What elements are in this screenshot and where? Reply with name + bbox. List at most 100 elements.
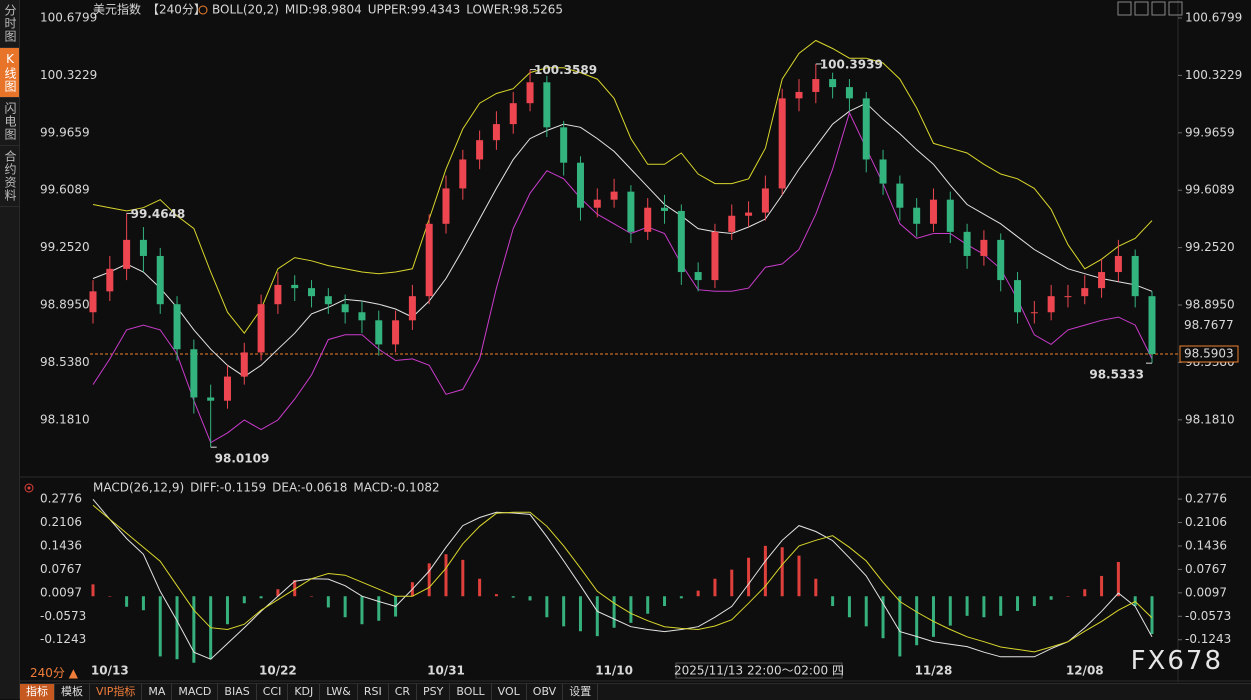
macd-bar [848,596,851,617]
toolbar-item[interactable]: 模板 [55,684,90,700]
toolbar-item[interactable]: PSY [417,684,450,700]
y-tick-label: 100.3229 [1185,68,1242,82]
macd-bar [1083,589,1086,596]
y-tick-label: 100.6799 [40,10,97,24]
x-tick-label: 12/08 [1066,664,1104,678]
indicator-name: MACD(26,12,9) [93,481,184,495]
candle-body [678,211,685,272]
extreme-label: 98.0109 [215,452,270,466]
toolbar: 指标模板VIP指标MAMACDBIASCCIKDJLW&RSICRPSYBOLL… [20,683,1251,700]
candle-body [796,92,803,98]
macd-bar [344,596,347,617]
toolbar-item[interactable]: RSI [358,684,389,700]
macd-bar [310,596,313,597]
y-tick-label: 0.2776 [1185,492,1227,506]
sidebar-tab[interactable]: 闪电图 [0,98,19,146]
toolbar-item[interactable]: BOLL [450,684,491,700]
candle-body [207,397,214,400]
candle-body [947,200,954,232]
macd-bar [243,596,246,603]
macd-bar [596,596,599,636]
toolbar-item[interactable]: 指标 [20,684,55,700]
macd-bar [663,596,666,606]
y-tick-label: 0.2106 [40,515,82,529]
toolbar-item[interactable]: MA [142,684,172,700]
macd-bar [445,554,448,596]
toolbar-item[interactable]: 设置 [563,684,598,700]
sidebar-tab[interactable]: 分时图 [0,0,19,48]
candle-body [140,240,147,256]
macd-bar [260,596,263,598]
macd-bar [713,579,716,596]
toolbar-item[interactable]: KDJ [288,684,320,700]
macd-bar [108,596,111,597]
indicator-name: BOLL(20,2) [212,3,279,17]
control-button[interactable] [1118,2,1131,15]
macd-bar [697,591,700,597]
candle-body [1098,272,1105,288]
macd-bar [1033,596,1036,606]
candle-body [106,269,113,292]
control-button[interactable] [1169,2,1182,15]
watermark: FX678 [1131,646,1223,676]
macd-bar [562,596,565,626]
candle-body [644,208,651,232]
macd-bar [646,596,649,613]
candle-body [896,184,903,208]
y-tick-label: 0.0767 [40,562,82,576]
candle-body [157,256,164,304]
candle-body [123,240,130,269]
macd-bar [512,596,515,597]
macd-bar [461,560,464,596]
window-controls [1118,2,1182,15]
toolbar-item[interactable]: LW& [320,684,358,700]
x-tick-label: 11/28 [915,664,953,678]
sidebar-tab[interactable]: K线图 [0,48,19,98]
macd-bar [360,596,363,624]
y-tick-label: 98.5380 [40,355,90,369]
toolbar-item[interactable]: OBV [527,684,563,700]
y-tick-label: -0.0573 [40,609,86,623]
toolbar-item[interactable]: VOL [492,684,527,700]
candle-body [829,79,836,87]
macd-bar [545,596,548,617]
macd-bar [898,596,901,656]
toolbar-item[interactable]: CR [389,684,417,700]
macd-bar [629,596,632,623]
control-button[interactable] [1152,2,1165,15]
toolbar-item[interactable]: MACD [172,684,218,700]
toolbar-item[interactable]: CCI [257,684,289,700]
toolbar-item[interactable]: BIAS [218,684,256,700]
candle-body [291,285,298,288]
macd-bar [159,596,162,656]
macd-bar [327,596,330,607]
candle-body [392,320,399,344]
candle-body [308,288,315,296]
candle-body [241,352,248,376]
toolbar-item[interactable]: VIP指标 [90,684,142,700]
candle-body [1132,256,1139,296]
macd-bar [226,596,229,624]
extreme-label: 98.5333 [1089,368,1144,382]
indicator-line [93,505,1152,652]
candle-body [980,240,987,256]
sidebar-tab[interactable]: 合约资料 [0,146,19,207]
macd-bar [831,596,834,606]
candle-body [611,192,618,200]
legend-entry: DIFF:-0.1159 [190,481,266,495]
candle-body [1064,296,1071,297]
macd-bar [92,584,95,596]
candle-body [190,349,197,397]
macd-bar [478,579,481,596]
macd-bar [982,596,985,617]
candle-body [1081,288,1088,296]
extreme-label: 100.3939 [820,57,883,71]
macd-bar [999,596,1002,616]
sidebar: 分时图K线图闪电图合约资料 [0,0,20,699]
interval-label[interactable]: 240分 ▲ [30,664,78,681]
control-button[interactable] [1135,2,1148,15]
y-tick-label: 0.1436 [1185,538,1227,552]
macd-bar [798,556,801,597]
candle-body [258,304,265,352]
candle-body [711,232,718,280]
